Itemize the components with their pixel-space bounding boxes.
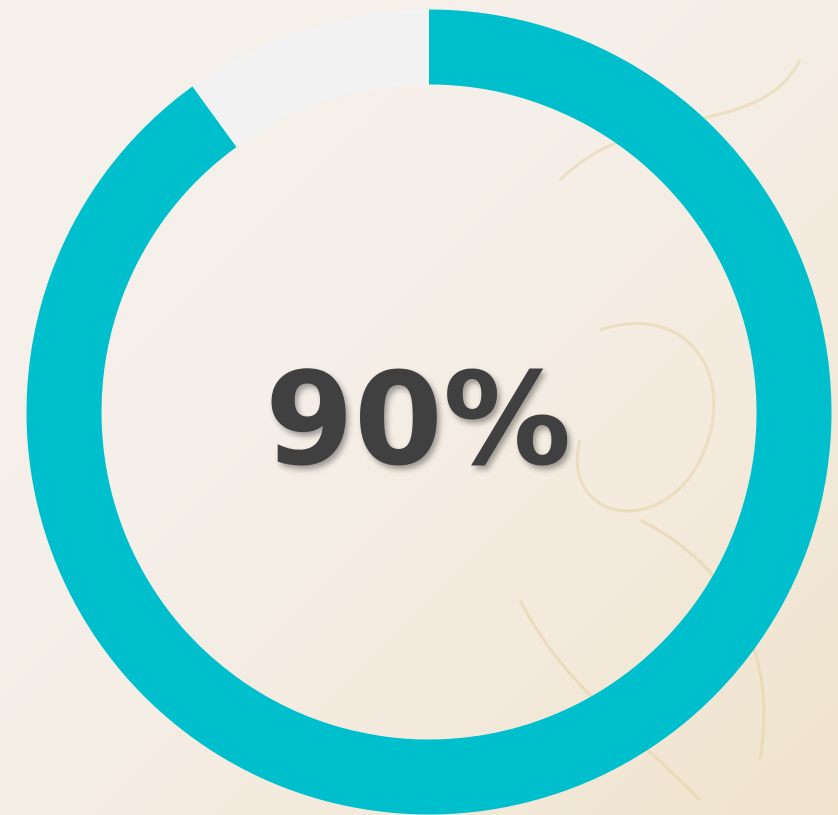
- donut-segment: [192, 9, 430, 148]
- donut: [26, 9, 832, 815]
- donut-segment: [26, 9, 832, 815]
- center-label: 90%: [265, 346, 571, 495]
